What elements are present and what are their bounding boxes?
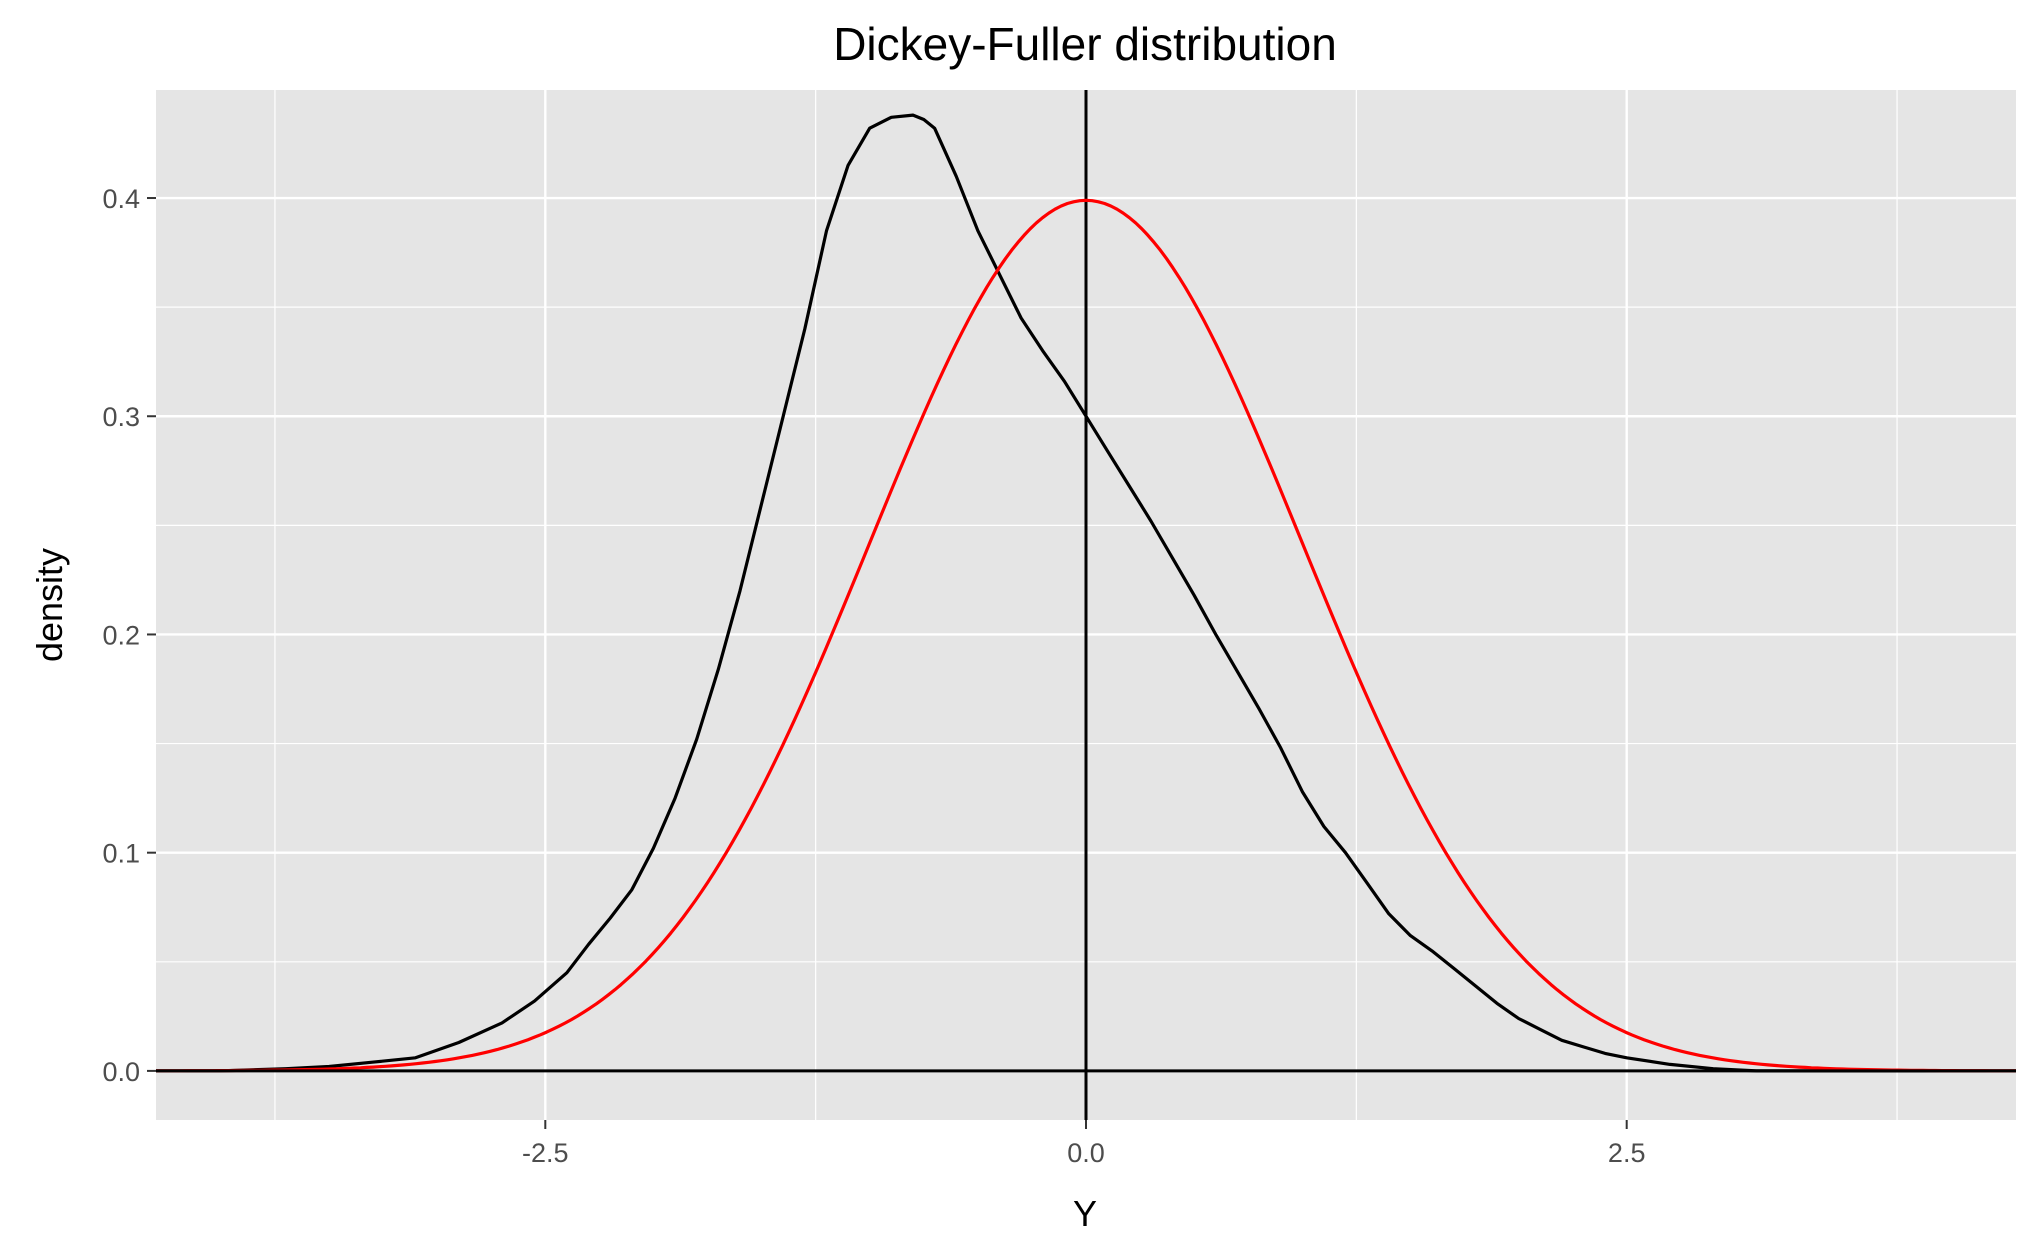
x-tick-label-1: 0.0 bbox=[1067, 1138, 1105, 1168]
x-tick-label-0: -2.5 bbox=[522, 1138, 569, 1168]
x-tick-label-2: 2.5 bbox=[1608, 1138, 1646, 1168]
empirical-density-line bbox=[156, 113, 2016, 1073]
x-axis-title: Y bbox=[1073, 1193, 1097, 1234]
chart-title: Dickey-Fuller distribution bbox=[833, 18, 1337, 70]
y-tick-label-3: 0.3 bbox=[102, 402, 140, 432]
y-tick-label-4: 0.4 bbox=[102, 184, 140, 214]
tick-layer: -2.5 0.0 2.5 0.0 0.1 0.2 0.3 0.4 bbox=[102, 184, 1645, 1168]
series-layer bbox=[156, 113, 2016, 1073]
y-axis-title: density bbox=[29, 548, 70, 662]
normal-density-line bbox=[156, 198, 2016, 1073]
y-tick-label-1: 0.1 bbox=[102, 839, 140, 869]
y-tick-label-0: 0.0 bbox=[102, 1057, 140, 1087]
y-tick-label-2: 0.2 bbox=[102, 620, 140, 650]
